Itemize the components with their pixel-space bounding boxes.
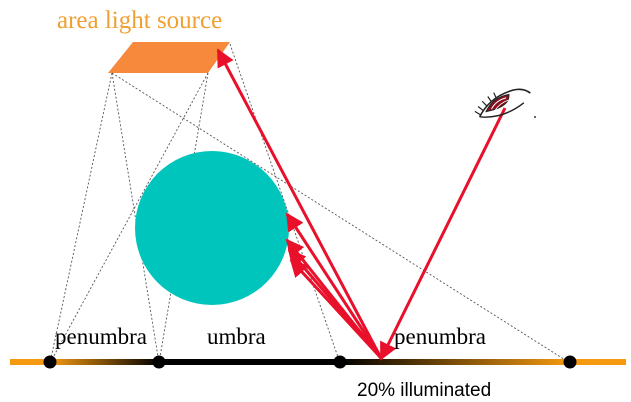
penumbra-right-label: penumbra: [394, 324, 486, 349]
penumbra-start-point: [43, 355, 57, 369]
umbra-end-point: [333, 355, 347, 369]
ray-to-sphere-1: [285, 212, 383, 359]
illuminated-label: 20% illuminated: [357, 380, 491, 401]
area-light-source: [108, 42, 230, 73]
eye-dot: [534, 116, 536, 118]
umbra-label: umbra: [207, 324, 266, 349]
ray-to-light: [216, 48, 383, 359]
ray-to-sphere-4: [289, 258, 383, 360]
ray-from-eye: [379, 107, 507, 361]
construction-lines: [49, 43, 571, 364]
light-rays: [216, 48, 507, 361]
eye-icon: [474, 88, 531, 118]
ground-line: [10, 359, 626, 365]
sphere-occluder: [135, 151, 289, 305]
penumbra-left-label: penumbra: [55, 324, 147, 349]
umbra-start-point: [152, 355, 166, 369]
title-label: area light source: [57, 7, 222, 34]
penumbra-end-point: [563, 355, 577, 369]
